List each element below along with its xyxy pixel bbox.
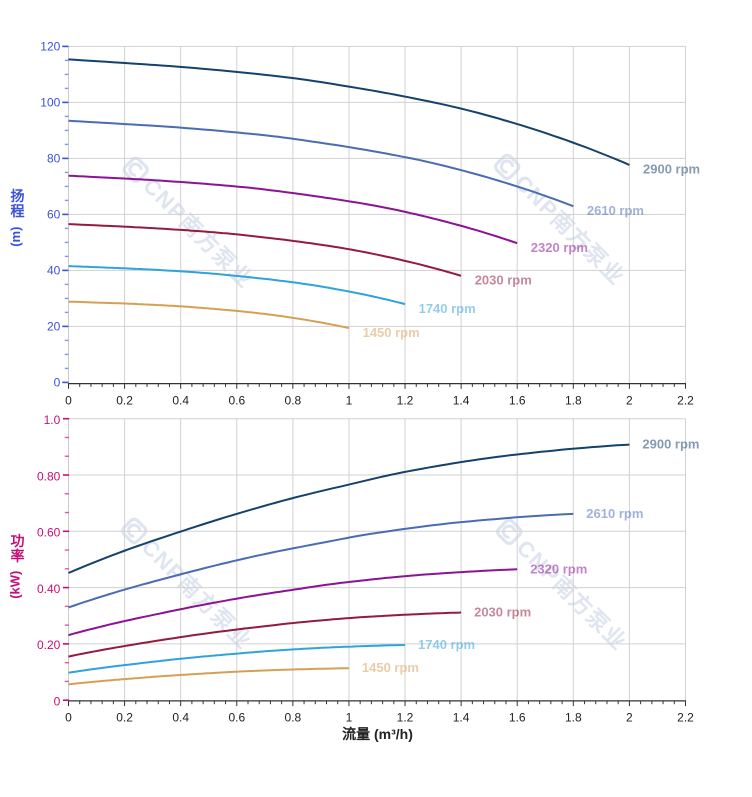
svg-text:流量 (m³/h): 流量 (m³/h) xyxy=(342,726,413,742)
svg-text:(m): (m) xyxy=(8,227,23,247)
svg-text:2: 2 xyxy=(626,710,633,724)
svg-text:2.2: 2.2 xyxy=(677,710,694,724)
svg-text:2320 rpm: 2320 rpm xyxy=(531,240,588,255)
svg-text:0.60: 0.60 xyxy=(37,526,61,540)
svg-text:扬: 扬 xyxy=(11,188,25,204)
svg-text:40: 40 xyxy=(47,264,61,278)
svg-text:2: 2 xyxy=(626,394,633,408)
svg-text:功: 功 xyxy=(11,533,25,549)
svg-text:1.0: 1.0 xyxy=(44,413,61,427)
svg-text:2320 rpm: 2320 rpm xyxy=(530,561,587,576)
svg-text:1.2: 1.2 xyxy=(397,394,414,408)
svg-text:20: 20 xyxy=(47,320,61,334)
svg-text:1450 rpm: 1450 rpm xyxy=(362,660,419,675)
svg-text:2610 rpm: 2610 rpm xyxy=(586,506,643,521)
svg-text:0.2: 0.2 xyxy=(116,394,133,408)
svg-text:1.4: 1.4 xyxy=(453,394,470,408)
svg-text:0.20: 0.20 xyxy=(37,638,61,652)
svg-text:60: 60 xyxy=(47,208,61,222)
svg-text:120: 120 xyxy=(40,40,60,54)
svg-text:0: 0 xyxy=(65,710,72,724)
svg-text:0.80: 0.80 xyxy=(37,469,61,483)
svg-text:0.6: 0.6 xyxy=(228,710,245,724)
svg-text:0.2: 0.2 xyxy=(116,710,133,724)
svg-text:率: 率 xyxy=(11,548,25,564)
svg-text:1740 rpm: 1740 rpm xyxy=(418,637,475,652)
svg-text:0: 0 xyxy=(54,695,61,709)
svg-text:1.4: 1.4 xyxy=(453,710,470,724)
svg-text:1450 rpm: 1450 rpm xyxy=(363,325,420,340)
svg-text:0: 0 xyxy=(54,376,61,390)
svg-text:1.8: 1.8 xyxy=(565,394,582,408)
svg-text:1.2: 1.2 xyxy=(397,710,414,724)
svg-text:1740 rpm: 1740 rpm xyxy=(419,301,476,316)
svg-text:2900 rpm: 2900 rpm xyxy=(643,162,700,177)
svg-text:80: 80 xyxy=(47,152,61,166)
svg-text:1: 1 xyxy=(346,394,353,408)
svg-text:2.2: 2.2 xyxy=(677,394,694,408)
svg-text:100: 100 xyxy=(40,96,60,110)
svg-text:0.8: 0.8 xyxy=(285,394,302,408)
svg-text:0: 0 xyxy=(65,394,72,408)
svg-text:(kW): (kW) xyxy=(8,571,23,599)
svg-text:1.6: 1.6 xyxy=(509,394,526,408)
svg-text:0.4: 0.4 xyxy=(172,710,189,724)
svg-text:2030 rpm: 2030 rpm xyxy=(475,273,532,288)
svg-text:2900 rpm: 2900 rpm xyxy=(642,437,699,452)
svg-text:2610 rpm: 2610 rpm xyxy=(587,203,644,218)
svg-text:0.6: 0.6 xyxy=(228,394,245,408)
svg-text:1.8: 1.8 xyxy=(565,710,582,724)
svg-text:1: 1 xyxy=(346,710,353,724)
svg-text:0.40: 0.40 xyxy=(37,582,61,596)
svg-text:1.6: 1.6 xyxy=(509,710,526,724)
svg-text:0.8: 0.8 xyxy=(285,710,302,724)
svg-text:0.4: 0.4 xyxy=(172,394,189,408)
svg-text:程: 程 xyxy=(11,203,25,219)
svg-text:2030 rpm: 2030 rpm xyxy=(474,605,531,620)
